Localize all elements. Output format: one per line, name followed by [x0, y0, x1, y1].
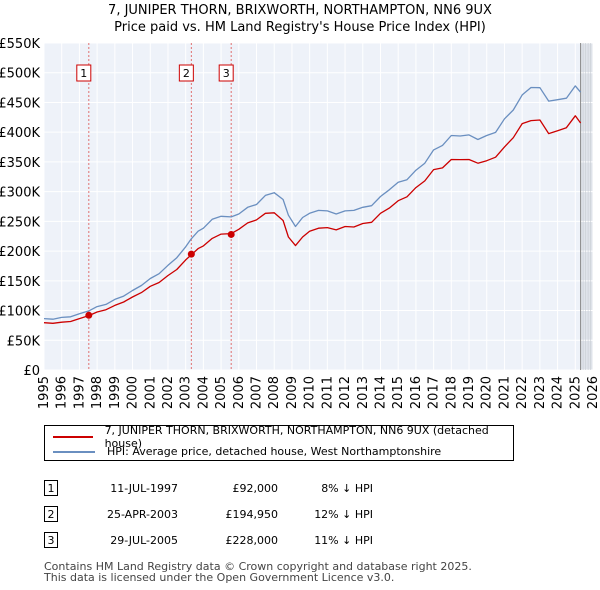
sale-marker-box-3: [218, 64, 234, 82]
tx-hpi: 8% ↓ HPI: [321, 481, 373, 495]
transactions-table: 1 11-JUL-1997 £92,000 8% ↓ HPI 2 25-APR-…: [44, 475, 373, 553]
sale-marker-box-1: [76, 64, 92, 82]
legend: 7, JUNIPER THORN, BRIXWORTH, NORTHAMPTON…: [44, 424, 514, 461]
x-tick-label: 2019: [462, 376, 477, 409]
x-tick-label: 1999: [108, 376, 123, 409]
y-tick-label: £250K: [0, 215, 40, 230]
x-tick-label: 2008: [267, 376, 282, 409]
x-tick-label: 2014: [373, 376, 388, 409]
sale-markers: 1 2 3: [76, 64, 234, 82]
x-axis: 1995 1996 1997 1998 1999 2000 2001 2002 2003 2004…: [37, 376, 600, 409]
x-tick-label: 2005: [214, 376, 229, 409]
x-tick-label: 2001: [143, 376, 158, 409]
x-tick-label: 1998: [90, 376, 105, 409]
table-row: 1 11-JUL-1997 £92,000 8% ↓ HPI: [44, 475, 373, 501]
x-tick-label: 2022: [515, 376, 530, 409]
y-tick-label: £50K: [7, 334, 41, 349]
tx-price: £92,000: [232, 481, 279, 495]
series-lines: [43, 85, 582, 324]
x-tick-label: 1997: [72, 376, 87, 409]
x-tick-label: 2018: [444, 376, 459, 409]
x-tick-label: 1995: [37, 376, 52, 409]
footer: Contains HM Land Registry data © Crown c…: [44, 561, 472, 583]
x-tick-label: 2010: [303, 376, 318, 409]
x-tick-label: 2002: [161, 376, 176, 409]
x-tick-label: 2003: [179, 376, 194, 409]
x-tick-label: 2020: [480, 376, 495, 409]
footer-copyright: Contains HM Land Registry data © Crown c…: [44, 560, 472, 573]
sale-marker-label-2: 2: [183, 67, 190, 80]
x-tick-label: 2006: [232, 376, 247, 409]
legend-swatch-property: [53, 435, 93, 438]
chart-subtitle: Price paid vs. HM Land Registry's House …: [114, 20, 486, 35]
footer-licence: This data is licensed under the Open Gov…: [44, 571, 395, 584]
x-tick-label: 2009: [285, 376, 300, 409]
x-tick-label: 2017: [427, 376, 442, 409]
future-shade: [580, 43, 593, 370]
x-tick-label: 2025: [568, 376, 583, 409]
tx-date: 11-JUL-1997: [110, 481, 178, 495]
x-tick-label: 2015: [391, 376, 406, 409]
sale-point-1: [85, 311, 93, 319]
y-tick-label: £150K: [0, 275, 40, 290]
table-row: 3 29-JUL-2005 £228,000 11% ↓ HPI: [44, 527, 373, 553]
legend-item-property: 7, JUNIPER THORN, BRIXWORTH, NORTHAMPTON…: [53, 424, 505, 450]
x-tick-label: 2000: [126, 376, 141, 409]
x-tick-label: 1996: [55, 376, 70, 409]
sale-point-2: [187, 250, 195, 258]
legend-item-hpi: HPI: Average price, detached house, West…: [53, 444, 505, 459]
y-tick-label: £450K: [0, 96, 40, 111]
x-tick-label: 2024: [551, 376, 566, 409]
tx-price: £194,950: [225, 507, 279, 521]
property-price-line: [43, 115, 582, 324]
y-tick-label: £0: [23, 364, 40, 379]
y-tick-label: £100K: [0, 305, 40, 320]
legend-swatch-hpi: [53, 450, 95, 453]
plot-area: [44, 43, 593, 370]
sale-point-3: [227, 230, 235, 238]
x-tick-label: 2016: [409, 376, 424, 409]
hpi-line: [43, 85, 582, 320]
y-tick-label: £350K: [0, 156, 40, 171]
x-tick-label: 2013: [356, 376, 371, 409]
legend-label-hpi: HPI: Average price, detached house, West…: [107, 445, 442, 458]
tx-number: 2: [44, 506, 58, 522]
chart-title: 7, JUNIPER THORN, BRIXWORTH, NORTHAMPTON…: [108, 3, 492, 18]
y-tick-label: £500K: [0, 67, 40, 82]
y-tick-label: £400K: [0, 126, 40, 141]
grid: [43, 42, 594, 371]
x-tick-label: 2011: [320, 376, 335, 409]
tx-hpi: 11% ↓ HPI: [314, 533, 373, 547]
tx-date: 29-JUL-2005: [110, 533, 178, 547]
table-row: 2 25-APR-2003 £194,950 12% ↓ HPI: [44, 501, 373, 527]
x-tick-label: 2021: [497, 376, 512, 409]
tx-date: 25-APR-2003: [106, 507, 178, 521]
y-axis: £0 £50K £100K £150K £200K £250K £300K £350K £400…: [0, 37, 40, 379]
x-tick-label: 2004: [196, 376, 211, 409]
sale-marker-label-3: 3: [223, 67, 230, 80]
tx-number: 3: [44, 532, 58, 548]
price-chart: 7, JUNIPER THORN, BRIXWORTH, NORTHAMPTON…: [0, 3, 600, 409]
tx-number: 1: [44, 480, 58, 496]
x-tick-label: 2012: [338, 376, 353, 409]
x-tick-label: 2007: [250, 376, 265, 409]
sale-marker-box-2: [178, 64, 194, 82]
sale-points: [85, 230, 235, 319]
tx-hpi: 12% ↓ HPI: [314, 507, 373, 521]
y-tick-label: £200K: [0, 245, 40, 260]
tx-price: £228,000: [225, 533, 279, 547]
y-tick-label: £550K: [0, 37, 40, 52]
y-tick-label: £300K: [0, 186, 40, 201]
sale-marker-label-1: 1: [80, 67, 87, 80]
legend-label-property: 7, JUNIPER THORN, BRIXWORTH, NORTHAMPTON…: [104, 423, 489, 450]
x-tick-label: 2026: [586, 376, 600, 409]
x-tick-label: 2023: [533, 376, 548, 409]
